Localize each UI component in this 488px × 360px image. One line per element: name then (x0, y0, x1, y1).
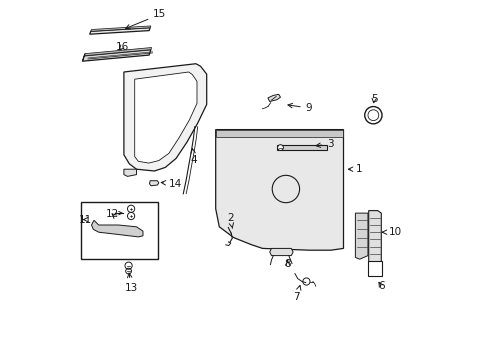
Polygon shape (355, 213, 367, 259)
Polygon shape (123, 169, 136, 176)
Polygon shape (269, 248, 292, 256)
Polygon shape (91, 26, 151, 31)
Text: 15: 15 (125, 9, 166, 29)
Polygon shape (84, 48, 151, 56)
Text: 1: 1 (348, 164, 362, 174)
Polygon shape (368, 211, 381, 273)
Polygon shape (89, 28, 150, 34)
Polygon shape (123, 64, 206, 171)
Text: 7: 7 (293, 285, 300, 302)
Text: 14: 14 (161, 179, 182, 189)
Polygon shape (215, 130, 343, 250)
Text: 2: 2 (226, 213, 233, 228)
Text: 8: 8 (284, 258, 290, 269)
Polygon shape (276, 145, 326, 150)
Text: 10: 10 (382, 227, 401, 237)
Bar (367, 261, 382, 276)
Text: 12: 12 (106, 209, 119, 219)
Text: 9: 9 (287, 103, 312, 113)
Polygon shape (215, 130, 343, 137)
Text: 4: 4 (190, 149, 197, 165)
Circle shape (277, 145, 283, 150)
Text: 6: 6 (377, 281, 384, 291)
Bar (81, 202, 158, 259)
Text: 3: 3 (315, 139, 333, 149)
Text: 5: 5 (370, 94, 377, 104)
Polygon shape (149, 181, 159, 186)
Polygon shape (134, 72, 197, 163)
Polygon shape (82, 50, 151, 61)
Text: 16: 16 (115, 42, 128, 52)
Text: 11: 11 (79, 215, 92, 225)
Polygon shape (91, 220, 142, 237)
Polygon shape (267, 94, 280, 102)
Text: 13: 13 (124, 273, 138, 293)
Polygon shape (82, 54, 85, 61)
